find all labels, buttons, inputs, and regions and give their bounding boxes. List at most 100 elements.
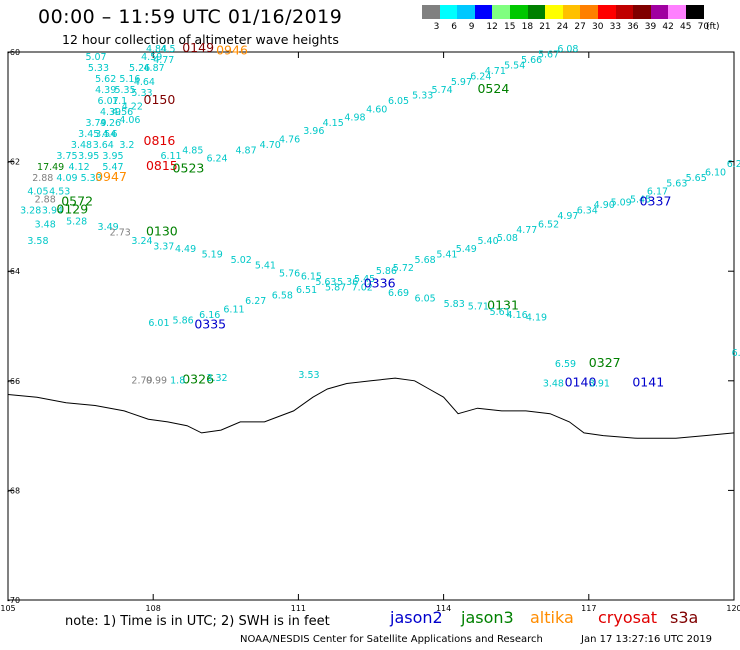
- wave-height-label: 4.53: [49, 186, 70, 197]
- chart-subtitle: 12 hour collection of altimeter wave hei…: [62, 32, 339, 47]
- wave-height-label: 5.33: [81, 173, 102, 184]
- pass-time-label: 0336: [364, 276, 396, 291]
- pass-time-label: 0129: [56, 202, 88, 217]
- wave-height-label: 6.11: [160, 151, 181, 162]
- wave-height-label: 4.85: [182, 145, 203, 156]
- wave-height-label: 5.74: [432, 85, 453, 96]
- colorbar-label: 33: [609, 22, 622, 32]
- wave-height-label: 3.96: [303, 126, 324, 137]
- wave-height-label: 3.32: [206, 373, 227, 384]
- colorbar-label: 36: [627, 22, 639, 32]
- x-tick-label: 114: [436, 604, 451, 613]
- wave-height-label: 6.07: [98, 96, 119, 107]
- wave-height-label: 5.68: [415, 255, 436, 266]
- wave-height-label: 5.67: [538, 49, 559, 60]
- wave-height-label: 6.23: [732, 348, 740, 359]
- wave-height-label: 3.64: [93, 140, 114, 151]
- wave-height-label: 17.49: [37, 162, 64, 173]
- wave-height-label: 4.77: [516, 225, 537, 236]
- wave-height-label: 6.34: [577, 206, 598, 217]
- pass-time-label: 0335: [194, 317, 226, 332]
- wave-height-label: 3.95: [78, 151, 99, 162]
- wave-height-label: 5.65: [686, 173, 707, 184]
- wave-height-label: 5.08: [497, 233, 518, 244]
- pass-time-label: 0326: [182, 372, 214, 387]
- wave-height-label: 6.25: [727, 159, 740, 170]
- pass-time-label: 0815: [146, 158, 178, 173]
- colorbar-swatch: [685, 5, 704, 19]
- pass-time-label: 0141: [632, 374, 664, 389]
- wave-height-label: 3.75: [56, 151, 77, 162]
- pass-time-label: 0524: [477, 81, 509, 96]
- colorbar-swatch: [474, 5, 493, 19]
- x-tick-label: 108: [146, 604, 161, 613]
- y-tick-label: -68: [7, 486, 20, 495]
- wave-height-label: 3.45: [78, 129, 99, 140]
- wave-height-label: 6.05: [388, 96, 409, 107]
- wave-height-label: 5.45: [354, 274, 375, 285]
- wave-height-label: 5.26: [129, 63, 150, 74]
- wave-height-label: 5.61: [490, 307, 511, 318]
- wave-height-label: 4.76: [279, 134, 300, 145]
- wave-height-label: 2.88: [32, 173, 53, 184]
- wave-height-label: 5.19: [202, 250, 223, 261]
- satellite-s3a: s3a: [670, 608, 699, 627]
- pass-time-label: 0327: [589, 355, 621, 370]
- wave-height-label: 4.64: [134, 77, 155, 88]
- y-tick-label: -62: [7, 158, 20, 167]
- wave-height-label: 6.27: [245, 296, 266, 307]
- colorbar-swatch: [422, 5, 440, 19]
- pass-time-label: 0523: [173, 161, 205, 176]
- wave-height-label: 5.35: [114, 85, 135, 96]
- footer-timestamp: Jan 17 13:27:16 UTC 2019: [581, 634, 713, 645]
- colorbar-label: 18: [521, 22, 534, 32]
- wave-height-label: 5.76: [279, 269, 300, 280]
- wave-height-label: 5.63: [666, 178, 687, 189]
- pass-time-label: 0816: [144, 133, 176, 148]
- wave-height-label: 5.33: [131, 88, 152, 99]
- colorbar-swatch: [615, 5, 634, 19]
- satellite-cryosat: cryosat: [598, 608, 658, 627]
- pass-time-label: 0946: [216, 43, 248, 58]
- wave-height-label: 5.86: [376, 266, 397, 277]
- wave-height-label: 1.1: [112, 96, 127, 107]
- wave-height-label: 4.59: [141, 52, 162, 63]
- wave-height-label: 6.69: [388, 288, 409, 299]
- wave-height-label: 4.70: [260, 140, 281, 151]
- wave-height-label: 3.48: [35, 219, 56, 230]
- wave-height-label: 2.73: [110, 228, 131, 239]
- colorbar-label: 3: [433, 22, 440, 32]
- y-tick-label: -64: [7, 267, 20, 276]
- colorbar-swatch: [633, 5, 651, 19]
- colorbar-label: 6: [451, 22, 457, 32]
- pass-time-label: 0947: [95, 169, 127, 184]
- wave-height-label: 5.45: [630, 195, 651, 206]
- pass-time-label: 0131: [487, 298, 519, 313]
- wave-height-label: 1.8: [170, 376, 185, 387]
- wave-height-label: 4.49: [175, 244, 196, 255]
- wave-height-label: 5.07: [85, 52, 106, 63]
- wave-height-label: 5.40: [477, 236, 498, 247]
- wave-height-label: 6.24: [206, 154, 227, 165]
- colorbar-label: 24: [556, 22, 569, 32]
- wave-height-label: 6.05: [415, 293, 436, 304]
- wave-height-label: 4.09: [56, 173, 77, 184]
- wave-height-label: 3.95: [102, 151, 123, 162]
- satellite-altika: altika: [530, 608, 574, 627]
- wave-height-label: 6.16: [199, 310, 220, 321]
- y-tick-label: -60: [7, 48, 20, 57]
- wave-height-label: 5.87: [325, 282, 346, 293]
- wave-height-label: 6.15: [301, 271, 322, 282]
- wave-height-label: 3.28: [20, 206, 41, 217]
- colorbar-unit: (ft): [706, 22, 720, 32]
- wave-height-label: 5.33: [88, 63, 109, 74]
- wave-height-label: 0.99: [146, 376, 167, 387]
- coastline: [7, 377, 735, 439]
- y-tick-label: -70: [7, 596, 20, 605]
- wave-height-label: 4.06: [119, 115, 140, 126]
- colorbar-swatch: [668, 5, 686, 19]
- wave-height-label: 5.16: [119, 74, 140, 85]
- colorbar-label: 45: [680, 22, 692, 32]
- colorbar-label: 27: [574, 22, 586, 32]
